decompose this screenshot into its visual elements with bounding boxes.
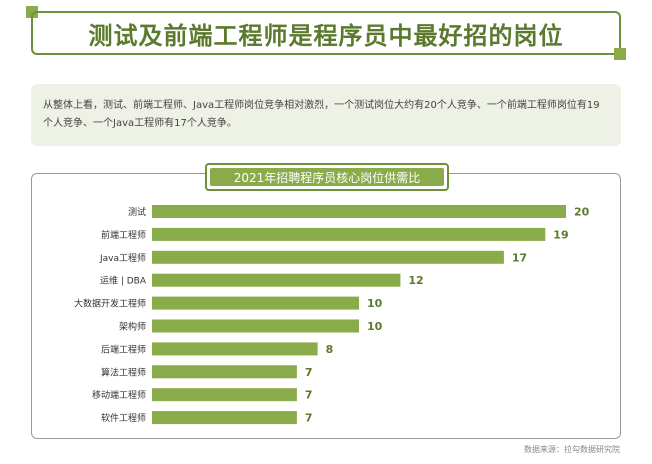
- category-label: 软件工程师: [101, 412, 146, 424]
- category-label: 架构师: [119, 321, 146, 333]
- bar: [152, 296, 359, 310]
- category-label: 移动端工程师: [92, 389, 146, 401]
- bar: [152, 250, 504, 264]
- bar: [152, 319, 359, 333]
- summary-text: 从整体上看，测试、前端工程师、Java工程师岗位竞争相对激烈，一个测试岗位大约有…: [31, 84, 621, 146]
- value-label: 10: [367, 297, 383, 310]
- data-source-note: 数据来源：拉勾数据研究院: [524, 445, 620, 454]
- chart-title-badge: 2021年招聘程序员核心岗位供需比: [205, 163, 449, 191]
- bar: [152, 411, 297, 425]
- value-label: 10: [367, 320, 383, 333]
- bar: [152, 273, 401, 287]
- value-label: 19: [553, 228, 568, 241]
- value-label: 7: [305, 412, 313, 425]
- category-label: 测试: [128, 206, 146, 218]
- bar: [152, 388, 297, 402]
- bar: [152, 365, 297, 379]
- title-corner-decoration: [614, 48, 626, 60]
- value-label: 20: [574, 206, 590, 219]
- value-label: 7: [305, 389, 313, 402]
- category-label: 前端工程师: [101, 229, 146, 241]
- category-label: 算法工程师: [101, 366, 146, 378]
- category-label: 后端工程师: [101, 343, 146, 355]
- category-label: Java工程师: [99, 252, 146, 264]
- value-label: 17: [512, 251, 527, 264]
- title-frame: [31, 11, 621, 55]
- value-label: 12: [408, 274, 423, 287]
- value-label: 8: [326, 343, 334, 356]
- page-title: 测试及前端工程师是程序员中最好招的岗位: [88, 21, 564, 50]
- category-label: 大数据开发工程师: [74, 298, 146, 310]
- bar: [152, 227, 546, 241]
- bar: [152, 342, 318, 356]
- bar: [152, 205, 566, 218]
- value-label: 7: [305, 366, 313, 379]
- chart-title: 2021年招聘程序员核心岗位供需比: [210, 168, 444, 186]
- category-label: 运维 | DBA: [100, 275, 147, 287]
